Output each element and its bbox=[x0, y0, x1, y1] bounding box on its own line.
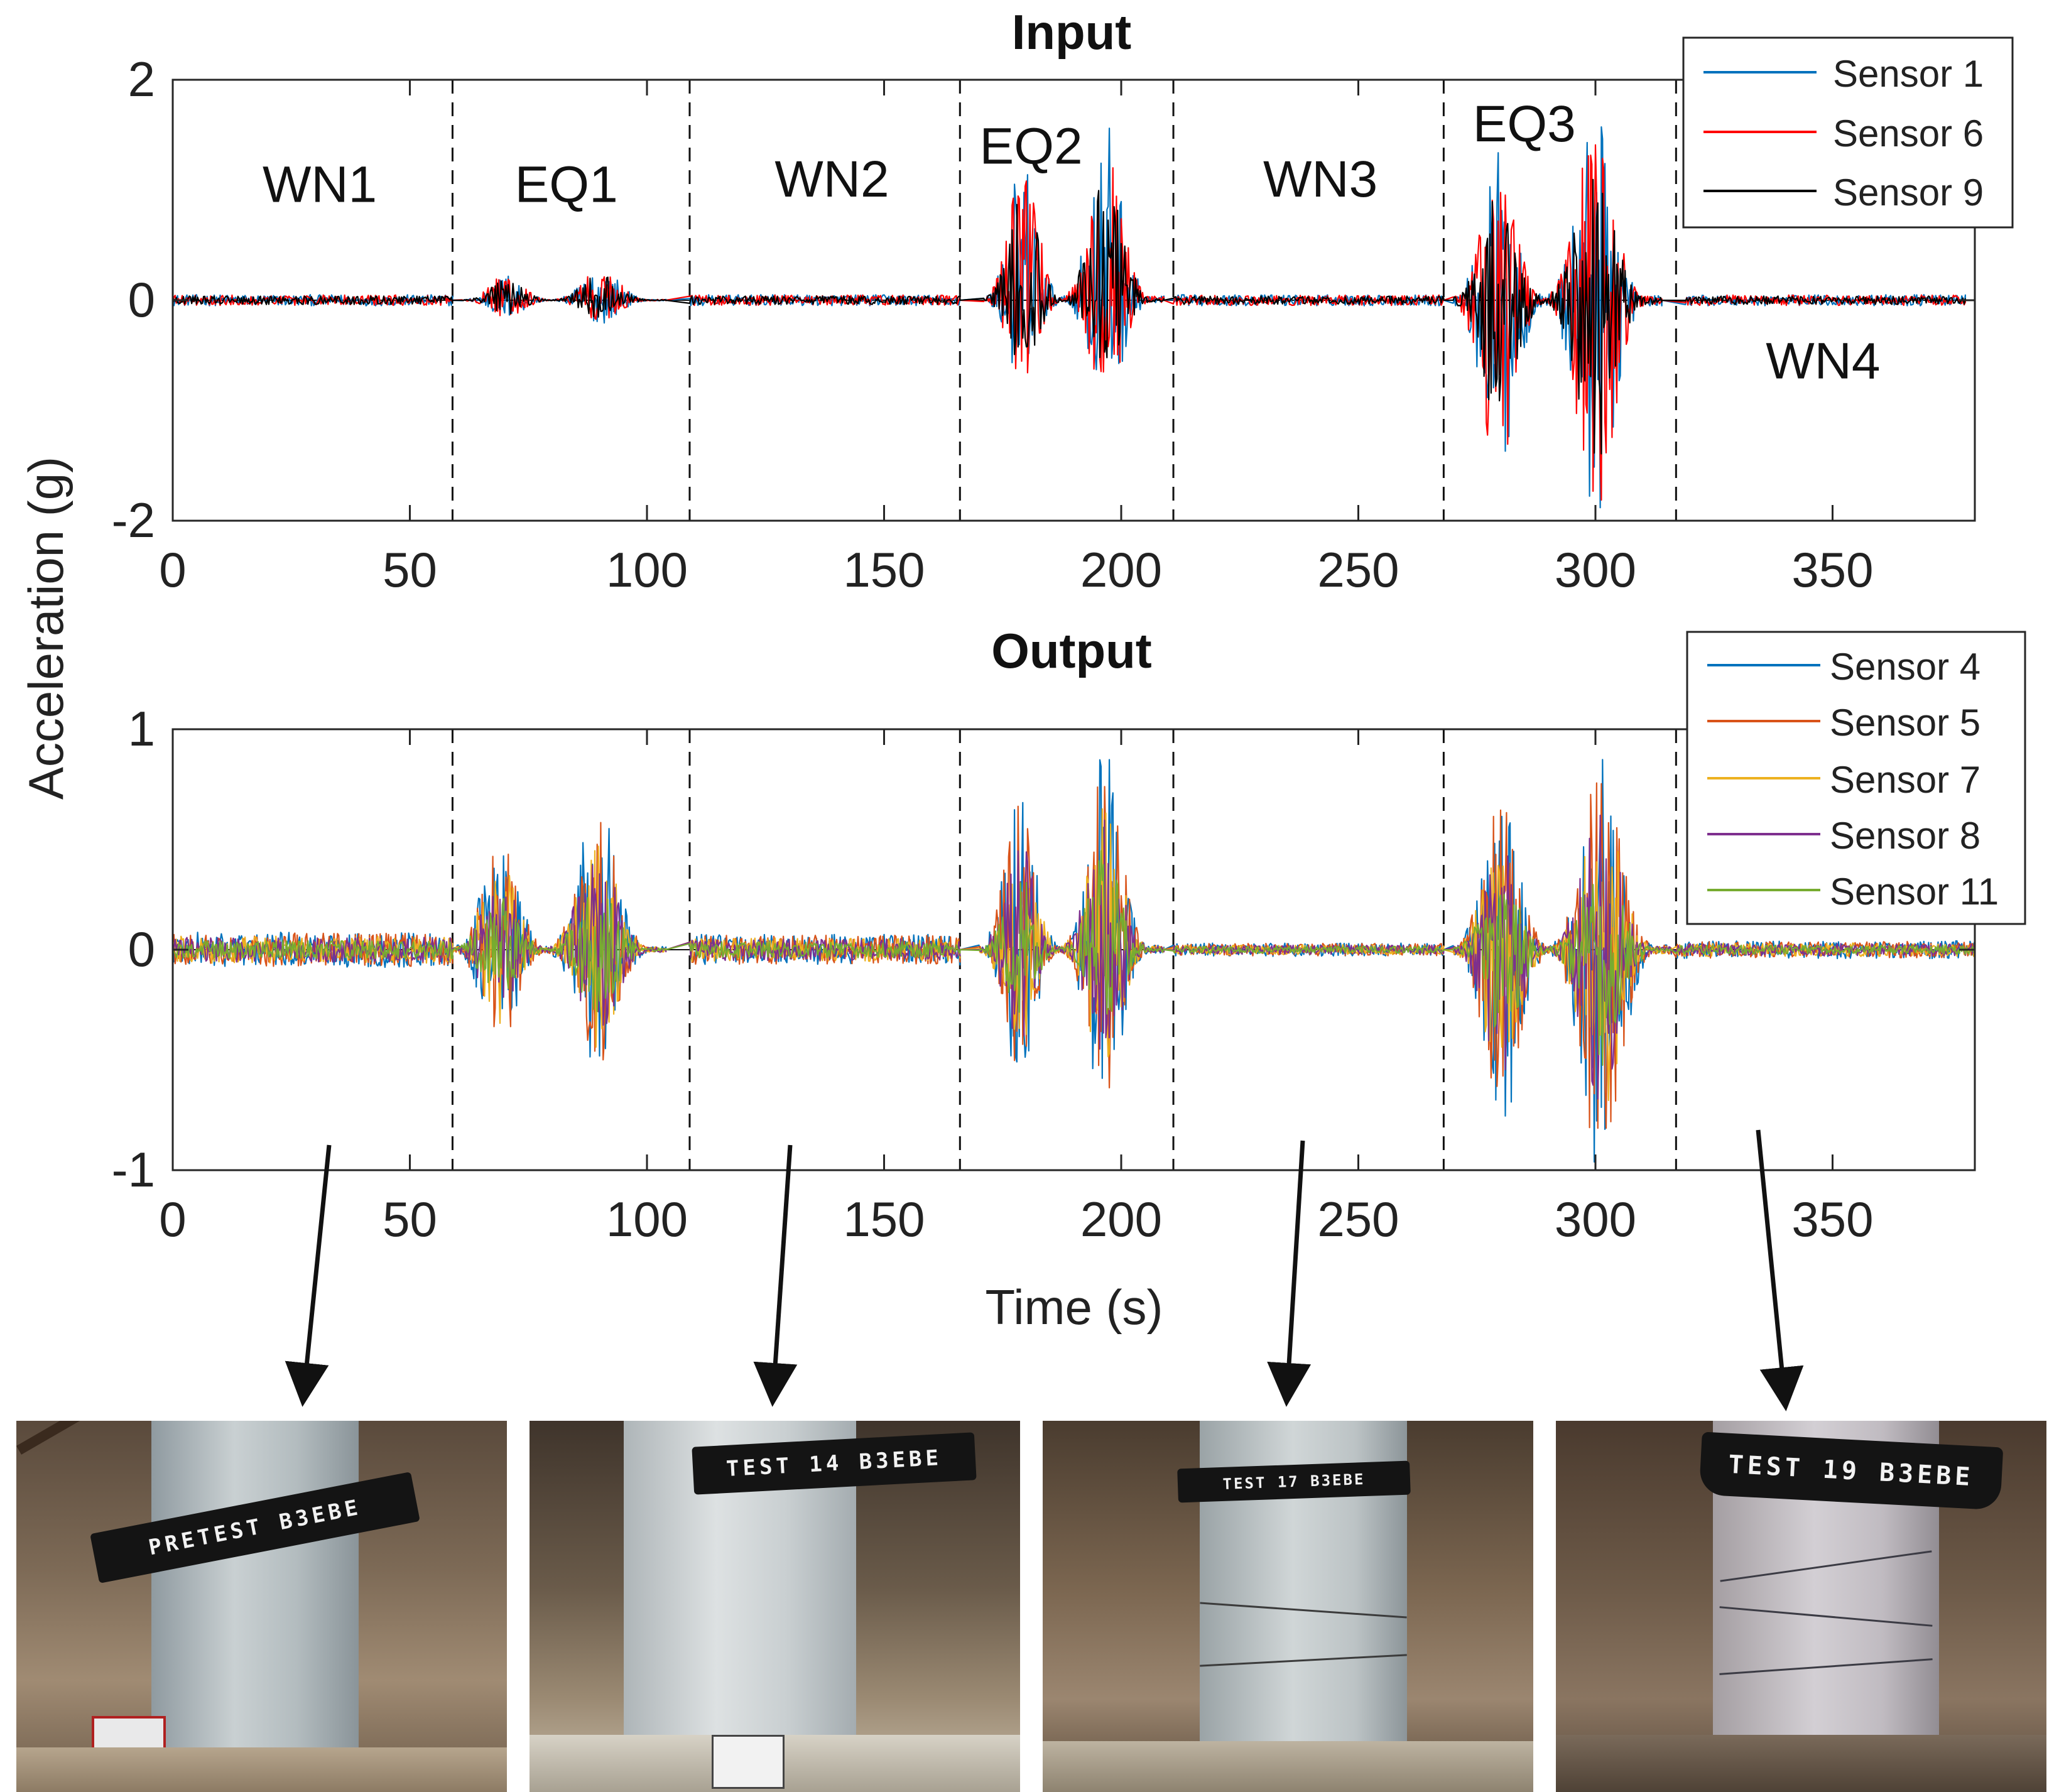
input-x-tick-label-300: 300 bbox=[1555, 542, 1636, 597]
photo-arrows bbox=[285, 1129, 1804, 1411]
base-block bbox=[16, 1747, 507, 1792]
input-x-tick-label-350: 350 bbox=[1791, 542, 1873, 597]
input-stage-label-eq2: EQ2 bbox=[980, 117, 1083, 175]
output-x-tick-label-50: 50 bbox=[383, 1192, 437, 1247]
output-trace-sensor-4 bbox=[171, 759, 1976, 1163]
legend-entry-sensor-6: Sensor 6 bbox=[1703, 112, 1984, 155]
output-trace-sensor-11 bbox=[171, 850, 1976, 1067]
output-chart: Output 0 50 100 150 200 250 300 350-101 Time (s… bbox=[112, 623, 2026, 1335]
output-traces bbox=[171, 759, 1976, 1163]
input-chart: Input WN1 EQ1 WN2 EQ2 WN3 EQ3 WN4 0 50 100 150 200… bbox=[112, 4, 2014, 597]
legend-label-sensor-8: Sensor 8 bbox=[1830, 815, 1980, 857]
shared-y-axis-label: Acceleration (g) bbox=[18, 457, 73, 800]
legend-label-sensor-5: Sensor 5 bbox=[1830, 702, 1980, 744]
output-x-tick-label-150: 150 bbox=[843, 1192, 925, 1247]
input-stage-label-wn2: WN2 bbox=[774, 151, 889, 208]
input-stage-label-wn4: WN4 bbox=[1766, 333, 1880, 390]
arrow-2 bbox=[753, 1144, 798, 1407]
photo-test-17: TEST 17 B3EBE bbox=[1043, 1421, 1533, 1792]
output-y-tick-label--1: -1 bbox=[112, 1142, 155, 1197]
input-x-tick-label-100: 100 bbox=[606, 542, 688, 597]
input-x-tick-label-150: 150 bbox=[843, 542, 925, 597]
output-x-tick-label-300: 300 bbox=[1555, 1192, 1636, 1247]
base-block bbox=[1556, 1735, 2046, 1792]
base-block bbox=[1043, 1741, 1533, 1792]
input-stage-labels: WN1 EQ1 WN2 EQ2 WN3 EQ3 WN4 bbox=[263, 95, 1881, 389]
input-legend: Sensor 1 Sensor 6 Sensor 9 bbox=[1682, 36, 2014, 229]
input-x-tick-label-250: 250 bbox=[1317, 542, 1399, 597]
input-trace-sensor-9 bbox=[171, 178, 1966, 455]
legend-label-sensor-6: Sensor 6 bbox=[1833, 112, 1984, 155]
input-y-tick-label--2: -2 bbox=[112, 492, 155, 548]
input-stage-label-eq3: EQ3 bbox=[1473, 95, 1576, 153]
legend-entry-sensor-11: Sensor 11 bbox=[1707, 871, 1999, 913]
legend-label-sensor-7: Sensor 7 bbox=[1830, 759, 1980, 801]
input-stage-label-wn3: WN3 bbox=[1263, 151, 1377, 208]
output-x-tick-label-250: 250 bbox=[1317, 1192, 1399, 1247]
output-x-axis-label: Time (s) bbox=[985, 1279, 1163, 1335]
input-chart-title: Input bbox=[1012, 4, 1132, 60]
arrow-3 bbox=[1267, 1140, 1312, 1407]
concrete-column bbox=[151, 1421, 359, 1792]
input-x-tick-label-0: 0 bbox=[159, 542, 186, 597]
output-chart-title: Output bbox=[991, 623, 1152, 678]
input-y-tick-label-2: 2 bbox=[128, 52, 155, 107]
input-traces bbox=[171, 126, 1966, 509]
output-x-tick-label-350: 350 bbox=[1791, 1192, 1873, 1247]
photo-test-19: TEST 19 B3EBE bbox=[1556, 1421, 2046, 1792]
output-legend: Sensor 4 Sensor 5 Sensor 7 Sensor 8 Sens… bbox=[1686, 631, 2026, 925]
arrow-1 bbox=[285, 1144, 332, 1407]
input-x-tick-label-200: 200 bbox=[1080, 542, 1162, 597]
legend-label-sensor-11: Sensor 11 bbox=[1830, 871, 1999, 913]
photo-test-14: TEST 14 B3EBE bbox=[530, 1421, 1020, 1792]
photo-pretest: PRETEST B3EBE bbox=[16, 1421, 507, 1792]
output-axis-ticks: 0 50 100 150 200 250 300 350-101 bbox=[112, 701, 1975, 1247]
legend-entry-sensor-9: Sensor 9 bbox=[1703, 171, 1984, 214]
legend-label-sensor-4: Sensor 4 bbox=[1830, 646, 1980, 688]
legend-entry-sensor-8: Sensor 8 bbox=[1707, 815, 1980, 857]
input-axis-ticks: 0 50 100 150 200 250 300 350-202 bbox=[112, 52, 1975, 597]
input-y-tick-label-0: 0 bbox=[128, 272, 155, 327]
output-x-tick-label-200: 200 bbox=[1080, 1192, 1162, 1247]
sensor-box bbox=[712, 1735, 785, 1789]
legend-entry-sensor-4: Sensor 4 bbox=[1707, 646, 1980, 688]
input-stage-label-eq1: EQ1 bbox=[515, 156, 618, 214]
input-stage-label-wn1: WN1 bbox=[263, 156, 377, 214]
legend-entry-sensor-7: Sensor 7 bbox=[1707, 759, 1980, 801]
legend-label-sensor-1: Sensor 1 bbox=[1833, 53, 1984, 95]
output-x-tick-label-0: 0 bbox=[159, 1192, 186, 1247]
arrow-4 bbox=[1756, 1129, 1804, 1411]
output-y-tick-label-1: 1 bbox=[128, 701, 155, 756]
legend-entry-sensor-1: Sensor 1 bbox=[1703, 53, 1984, 95]
input-x-tick-label-50: 50 bbox=[383, 542, 437, 597]
output-x-tick-label-100: 100 bbox=[606, 1192, 688, 1247]
legend-entry-sensor-5: Sensor 5 bbox=[1707, 702, 1980, 744]
legend-label-sensor-9: Sensor 9 bbox=[1833, 171, 1984, 214]
output-y-tick-label-0: 0 bbox=[128, 921, 155, 977]
